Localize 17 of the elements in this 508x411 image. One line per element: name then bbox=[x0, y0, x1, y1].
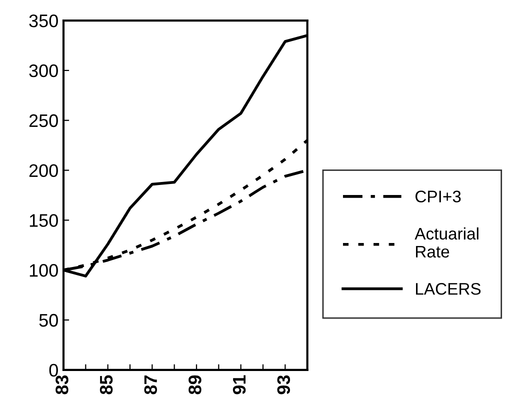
y-tick-label: 0 bbox=[49, 364, 58, 377]
x-tick-label: 91 bbox=[232, 375, 246, 394]
legend-label: LACERS bbox=[416, 282, 481, 295]
y-tick-label: 100 bbox=[30, 264, 58, 277]
x-tick-label: 87 bbox=[144, 376, 158, 394]
y-tick-label: 50 bbox=[39, 314, 58, 327]
x-tick-label: 85 bbox=[100, 375, 113, 394]
y-tick-label: 300 bbox=[29, 64, 58, 78]
x-tick-label: 83 bbox=[56, 375, 68, 394]
y-tick-label: 350 bbox=[29, 14, 58, 28]
y-tick-label: 150 bbox=[30, 214, 58, 227]
legend-label: CPI+3 bbox=[416, 190, 461, 202]
x-tick-label: 89 bbox=[188, 375, 202, 394]
y-tick-label: 200 bbox=[29, 164, 58, 177]
y-tick-label: 250 bbox=[29, 114, 58, 128]
legend-label: Actuarial Rate bbox=[414, 227, 478, 258]
x-tick-label: 93 bbox=[277, 375, 290, 394]
